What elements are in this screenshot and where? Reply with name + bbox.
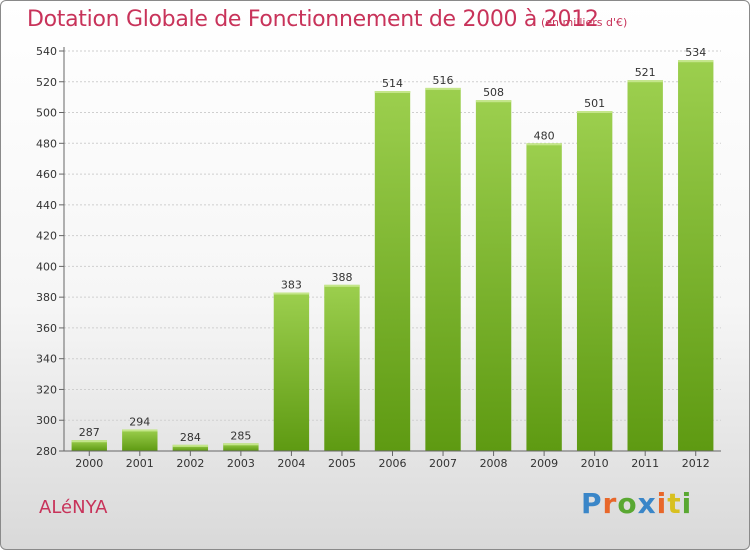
- data-label: 287: [79, 426, 100, 439]
- data-label: 388: [331, 271, 352, 284]
- logo-letter: x: [637, 487, 657, 520]
- y-tick-label: 300: [36, 414, 57, 427]
- y-tick-label: 340: [36, 353, 57, 366]
- y-tick-label: 540: [36, 45, 57, 58]
- bar-highlight: [324, 284, 360, 287]
- bar-2009: [526, 143, 562, 452]
- data-label: 294: [129, 415, 150, 428]
- x-tick-label: 2007: [429, 457, 457, 470]
- logo-letter: i: [681, 487, 693, 520]
- data-label: 480: [534, 129, 555, 142]
- x-tick-label: 2002: [176, 457, 204, 470]
- y-tick-label: 380: [36, 291, 57, 304]
- bar-2011: [627, 80, 663, 451]
- chart-subtitle: (en milliers d'€): [541, 16, 628, 29]
- bar-highlight: [71, 440, 107, 443]
- x-tick-label: 2010: [581, 457, 609, 470]
- x-tick-label: 2012: [682, 457, 710, 470]
- x-tick-label: 2001: [126, 457, 154, 470]
- bar-highlight: [223, 443, 259, 446]
- x-tick-label: 2000: [75, 457, 103, 470]
- bar-highlight: [678, 60, 714, 63]
- y-tick-label: 320: [36, 383, 57, 396]
- y-tick-label: 420: [36, 230, 57, 243]
- y-tick-label: 360: [36, 322, 57, 335]
- logo-letter: i: [656, 487, 668, 520]
- commune-name: ALéNYA: [39, 497, 108, 518]
- bar-highlight: [374, 91, 411, 93]
- bars: 287 294 284 285 383 388 514 516 508 480 501 521 534: [71, 46, 714, 452]
- data-label: 284: [180, 431, 201, 444]
- x-tick-label: 2004: [277, 457, 305, 470]
- bar-2007: [425, 87, 461, 451]
- bar-2008: [475, 100, 512, 451]
- data-label: 285: [230, 429, 251, 442]
- data-label: 534: [685, 46, 706, 59]
- x-tick-label: 2011: [631, 457, 659, 470]
- data-label: 514: [382, 77, 403, 90]
- proxiti-logo: Proxiti: [581, 487, 692, 520]
- bar-highlight: [526, 143, 562, 146]
- bar-2000: [71, 440, 107, 451]
- logo-letter: o: [617, 487, 638, 520]
- y-tick-label: 480: [36, 137, 57, 150]
- bar-highlight: [475, 100, 512, 103]
- data-label: 508: [483, 86, 504, 99]
- logo-letter: r: [602, 487, 618, 520]
- y-tick-label: 280: [36, 445, 57, 458]
- bar-2012: [678, 60, 714, 451]
- bar-2010: [576, 111, 613, 451]
- bar-highlight: [627, 80, 663, 83]
- axes: 280 300 320 340 360 380 400 420 440 460 480 500 520 5…: [36, 45, 721, 470]
- bar-2004: [273, 292, 310, 451]
- bar-highlight: [576, 111, 613, 113]
- data-label: 516: [433, 74, 454, 87]
- x-tick-label: 2003: [227, 457, 255, 470]
- x-tick-label: 2009: [530, 457, 558, 470]
- bar-2001: [122, 429, 158, 451]
- x-tick-label: 2005: [328, 457, 356, 470]
- bar-2003: [223, 443, 259, 451]
- chart-title: Dotation Globale de Fonctionnement de 20…: [27, 7, 599, 32]
- logo-letter: t: [667, 487, 682, 520]
- data-label: 383: [281, 279, 302, 292]
- bar-highlight: [273, 292, 310, 295]
- x-tick-label: 2008: [480, 457, 508, 470]
- y-tick-label: 400: [36, 260, 57, 273]
- bar-2005: [324, 284, 360, 451]
- x-tick-label: 2006: [379, 457, 407, 470]
- bar-highlight: [122, 429, 158, 432]
- bar-highlight: [425, 87, 461, 90]
- data-label: 521: [635, 66, 656, 79]
- y-tick-label: 440: [36, 199, 57, 212]
- logo-letter: P: [581, 487, 603, 520]
- bar-2002: [172, 444, 209, 451]
- data-label: 501: [584, 97, 605, 110]
- y-tick-label: 460: [36, 168, 57, 181]
- y-tick-label: 500: [36, 107, 57, 120]
- bar-highlight: [172, 444, 209, 447]
- bar-2006: [374, 91, 411, 451]
- y-tick-label: 520: [36, 76, 57, 89]
